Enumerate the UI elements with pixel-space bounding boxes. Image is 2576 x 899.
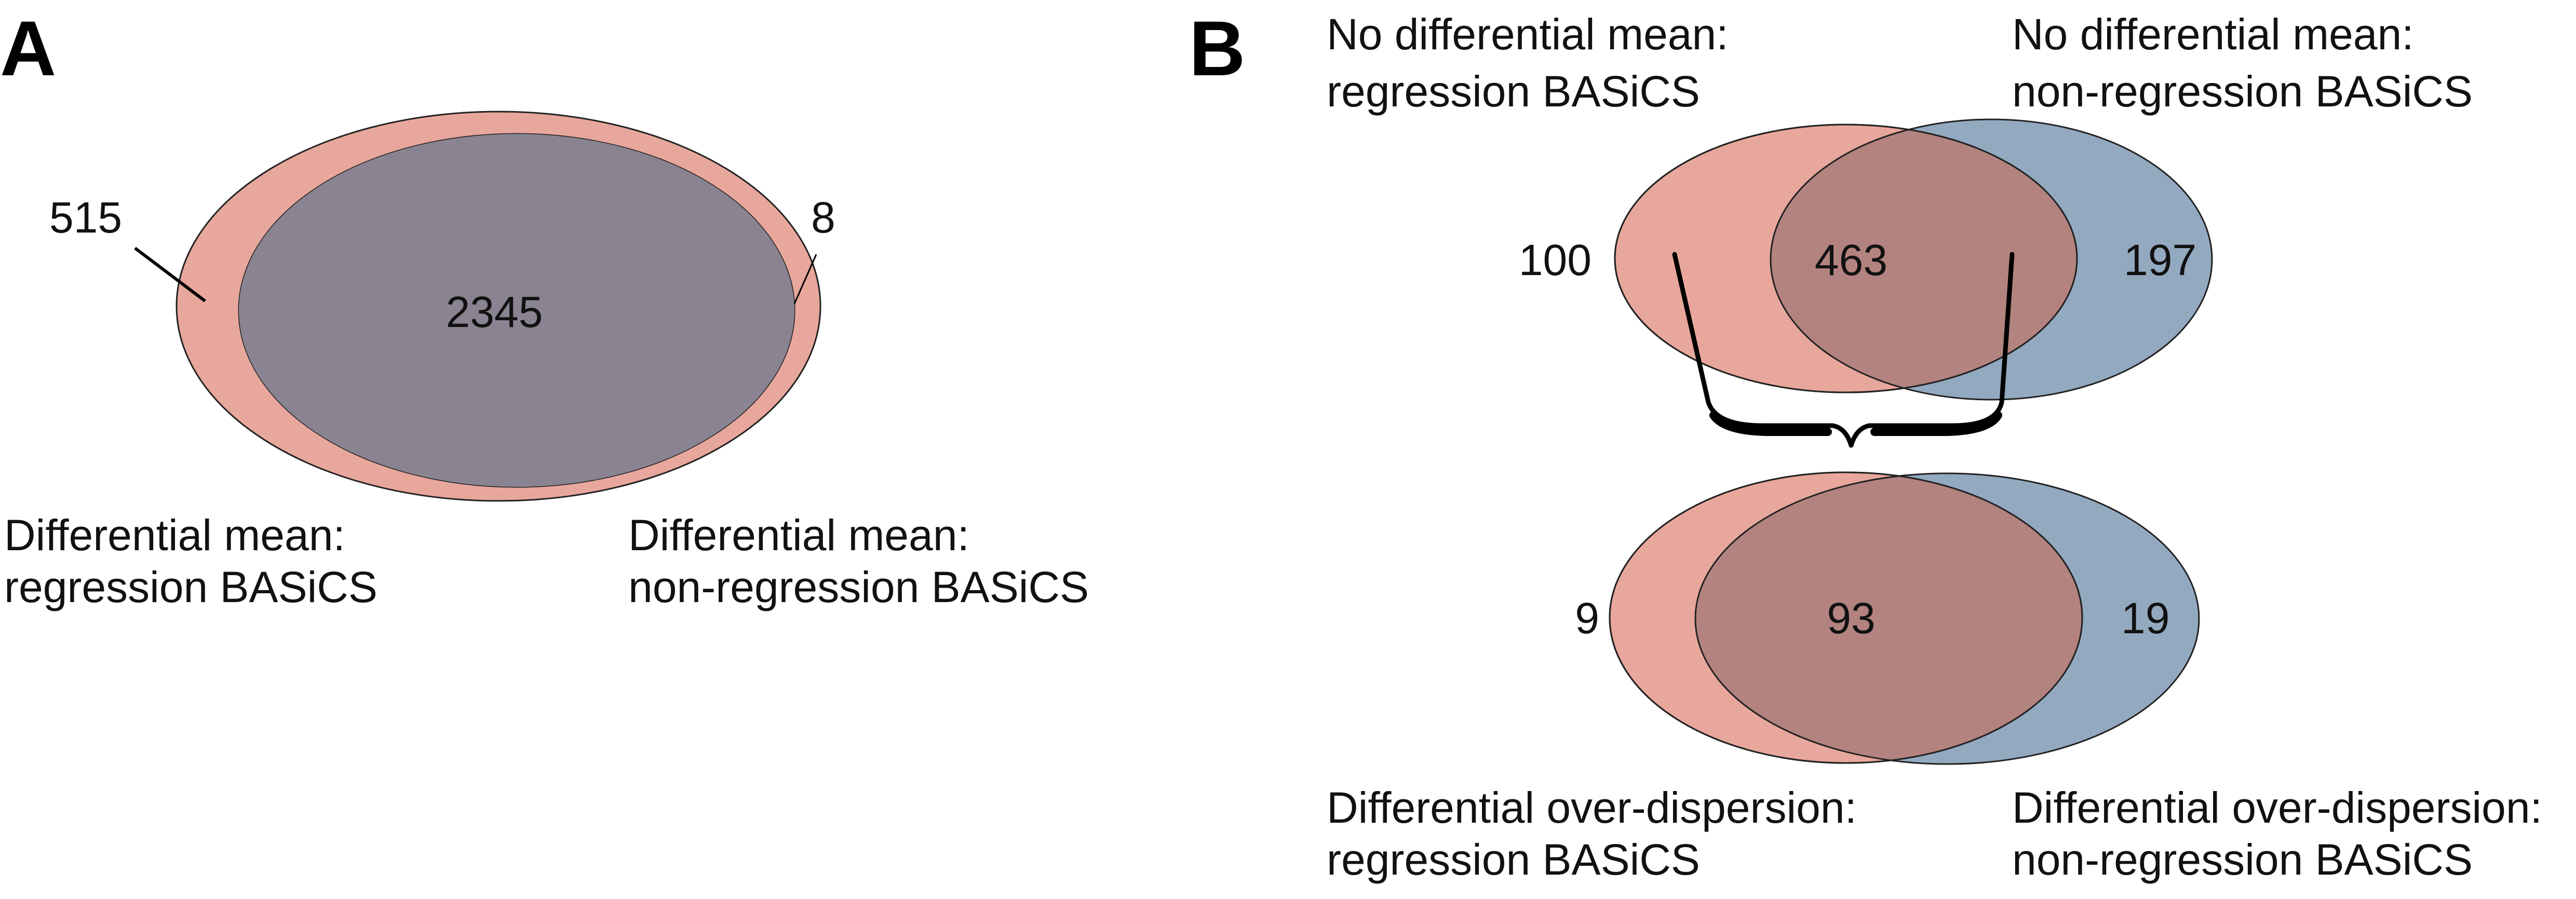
panel-a-right-label-line2: non-regression BASiCS (628, 563, 1089, 611)
panel-b-bottom-count-left-only: 9 (1575, 594, 1599, 643)
panel-a-left-only-leader (134, 247, 206, 303)
panel-b-top-right-label-line2: non-regression BASiCS (2012, 67, 2473, 116)
panel-a-letter: A (0, 5, 56, 92)
panel-b-top-left-label-line2: regression BASiCS (1327, 67, 1700, 116)
panel-b-bottom-left-label-line2: regression BASiCS (1327, 835, 1700, 884)
panel-b-top-count-left-only: 100 (1519, 236, 1592, 284)
panel-b-bottom-count-both: 93 (1827, 594, 1875, 643)
panel-b-bottom-count-right-only: 19 (2121, 594, 2169, 643)
panel-a-left-label-line1: Differential mean: (4, 511, 345, 560)
panel-b-top-regression-outline (1614, 124, 2078, 393)
panel-b: B No differential mean: regression BASiC… (1189, 5, 2542, 884)
panel-b-bottom-right-label-line1: Differential over-dispersion: (2012, 783, 2542, 832)
panel-b-top-count-right-only: 197 (2124, 236, 2196, 284)
panel-b-letter: B (1189, 5, 1245, 92)
panel-b-overlap-brace-bar (1709, 411, 2002, 436)
panel-b-top-overlap (1770, 125, 2077, 392)
panel-b-bottom-regression-outline (1609, 471, 2083, 764)
panel-b-overlap-brace (1672, 252, 2015, 448)
panel-a-count-left-only: 515 (49, 193, 122, 242)
panel-a-left-label-line2: regression BASiCS (4, 563, 377, 611)
panel-b-top-count-both: 463 (1815, 236, 1887, 284)
panel-b-top-right-label-line1: No differential mean: (2012, 10, 2414, 59)
panel-b-bottom-right-label-line2: non-regression BASiCS (2012, 835, 2473, 884)
panel-a-overlap (239, 134, 794, 487)
panel-a-right-label-line1: Differential mean: (628, 511, 969, 560)
panel-b-top-venn: 100 463 197 (1519, 118, 2213, 401)
panel-a-count-both: 2345 (446, 288, 543, 336)
panel-a-count-right-only: 8 (811, 193, 835, 242)
panel-b-bottom-left-label-line1: Differential over-dispersion: (1327, 783, 1857, 832)
panel-b-bottom-venn: 9 93 19 (1575, 471, 2200, 765)
panel-b-top-left-label-line1: No differential mean: (1327, 10, 1729, 59)
panel-a-right-only-leader (793, 254, 817, 304)
panel-a: A 515 2345 8 Differential mean: regressi… (0, 5, 1089, 611)
